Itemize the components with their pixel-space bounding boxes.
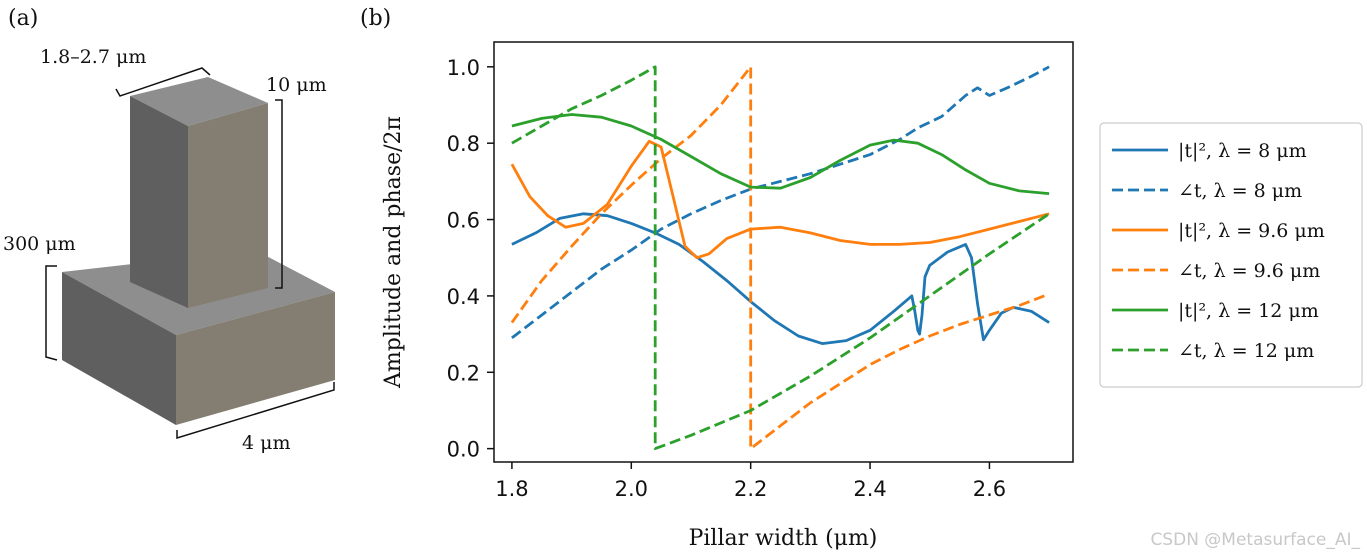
base-left-face [62, 272, 176, 425]
base-height-bracket [45, 265, 58, 361]
panel-a: (a) 1.8–2.7 μm 10 μm 300 μm 4 μm [3, 6, 335, 454]
panel-a-label: (a) [8, 6, 38, 31]
legend: |t|², λ = 8 μm ∠t, λ = 8 μm |t|², λ = 9.6 … [1099, 122, 1363, 388]
base-width-bracket [176, 382, 335, 440]
series-line-3 [510, 65, 1050, 450]
series-line-2 [510, 139, 1050, 260]
y-tick-label: 0.4 [447, 285, 480, 309]
x-tick-label: 2.0 [615, 477, 648, 501]
plot-area [510, 65, 1050, 450]
y-tick-label: 0.6 [447, 209, 480, 233]
panel-b-label: (b) [360, 6, 391, 31]
y-tick-label: 0.8 [447, 132, 480, 156]
x-tick-label: 2.4 [853, 477, 886, 501]
base-width-label: 4 μm [242, 432, 291, 454]
panel-b: (b) 1.8 2.0 2.2 2.4 2.6 0.0 0.2 0.4 0.6 0.8 1.0 Pi… [360, 6, 1363, 551]
series-line-1 [511, 65, 1050, 340]
legend-entry-4: |t|², λ = 12 μm [1178, 300, 1319, 322]
y-tick-label: 1.0 [447, 56, 480, 80]
x-axis-label: Pillar width (μm) [689, 526, 878, 551]
legend-entry-3: ∠t, λ = 9.6 μm [1178, 260, 1320, 282]
y-tick-label: 0.0 [447, 438, 480, 462]
plot-frame [493, 41, 1074, 463]
x-tick-label: 2.2 [734, 477, 767, 501]
pillar-height-bracket [275, 99, 283, 289]
series-line-0 [511, 212, 1050, 345]
axis-ticks: 1.8 2.0 2.2 2.4 2.6 0.0 0.2 0.4 0.6 0.8 1.0 [447, 56, 1007, 501]
y-tick-label: 0.2 [447, 361, 480, 385]
watermark: CSDN @Metasurface_AI_ [1150, 530, 1360, 550]
legend-entry-0: |t|², λ = 8 μm [1178, 140, 1307, 162]
x-tick-label: 2.6 [973, 477, 1006, 501]
pillar-top-face [130, 77, 268, 126]
pillar-right-face [188, 103, 268, 308]
legend-entry-1: ∠t, λ = 8 μm [1178, 180, 1302, 202]
base-height-label: 300 μm [3, 233, 76, 255]
series-line-5 [511, 65, 1050, 450]
x-tick-label: 1.8 [495, 477, 528, 501]
pillar-left-face [130, 96, 188, 308]
pillar-height-label: 10 μm [266, 74, 327, 96]
series-line-4 [511, 113, 1050, 195]
base-right-face [176, 292, 335, 425]
pillar-width-label: 1.8–2.7 μm [40, 46, 146, 68]
y-axis-label: Amplitude and phase/2π [381, 116, 406, 389]
legend-entry-2: |t|², λ = 9.6 μm [1178, 220, 1325, 242]
legend-entry-5: ∠t, λ = 12 μm [1178, 340, 1314, 362]
pillar-width-bracket [115, 67, 211, 97]
